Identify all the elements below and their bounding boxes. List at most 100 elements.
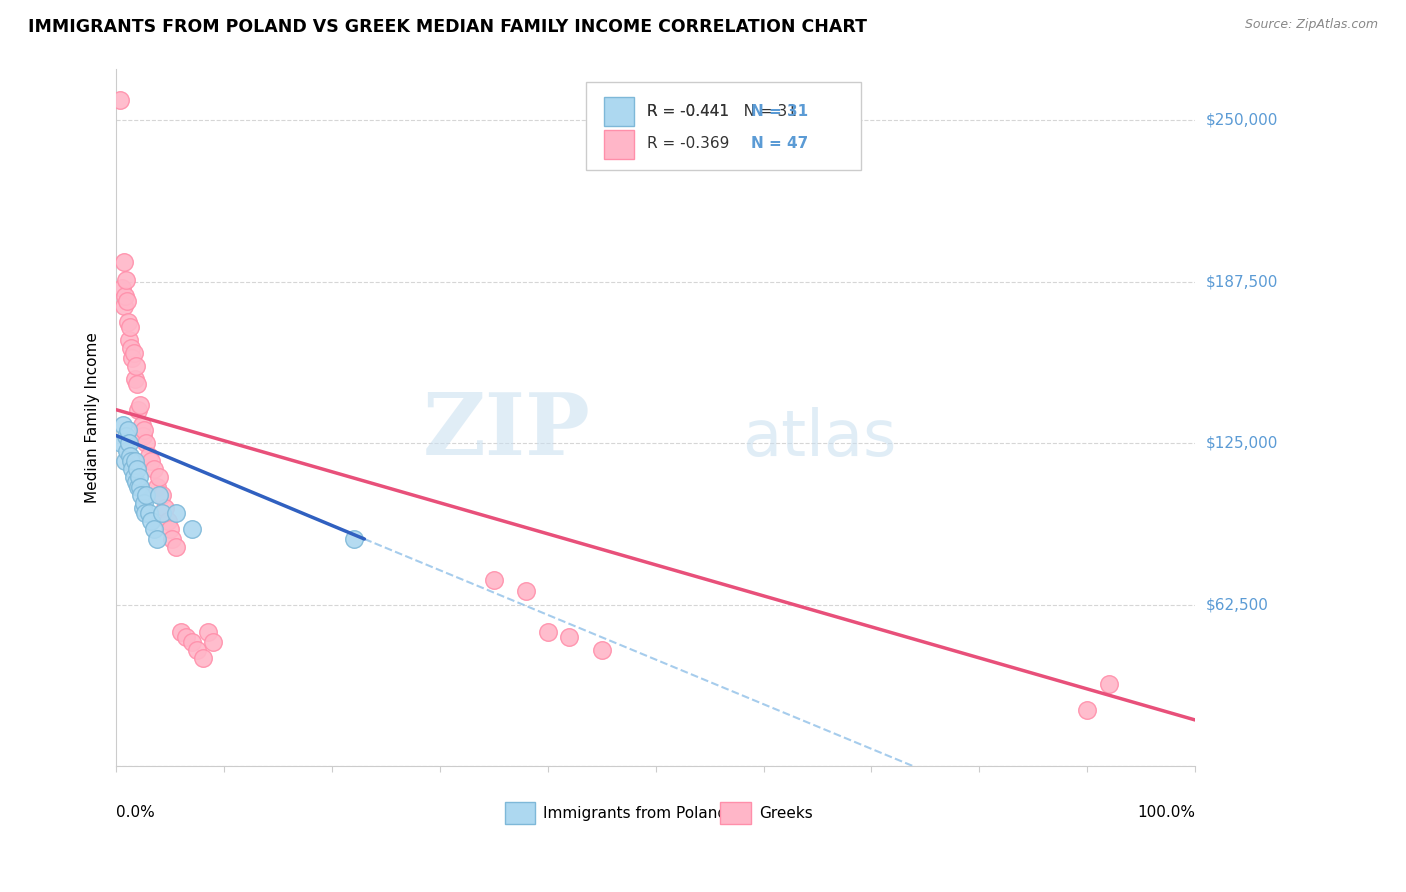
Point bbox=[117, 424, 139, 438]
Point bbox=[202, 635, 225, 649]
Text: R = -0.441   N = 31: R = -0.441 N = 31 bbox=[647, 103, 797, 119]
Point bbox=[148, 488, 170, 502]
Point bbox=[114, 454, 136, 468]
Point bbox=[129, 398, 152, 412]
Point bbox=[112, 255, 135, 269]
Text: $250,000: $250,000 bbox=[1206, 112, 1278, 128]
Point bbox=[146, 480, 169, 494]
FancyBboxPatch shape bbox=[603, 97, 634, 127]
Text: Source: ZipAtlas.com: Source: ZipAtlas.com bbox=[1244, 18, 1378, 31]
Point bbox=[125, 462, 148, 476]
Point bbox=[157, 514, 180, 528]
Point bbox=[120, 320, 142, 334]
Text: ZIP: ZIP bbox=[423, 390, 591, 474]
Text: $125,000: $125,000 bbox=[1206, 436, 1278, 450]
Text: $62,500: $62,500 bbox=[1206, 598, 1270, 613]
Point bbox=[186, 643, 208, 657]
Point bbox=[121, 462, 143, 476]
Point bbox=[132, 428, 155, 442]
Point bbox=[117, 315, 139, 329]
Point bbox=[124, 454, 146, 468]
Point bbox=[127, 480, 149, 494]
Text: IMMIGRANTS FROM POLAND VS GREEK MEDIAN FAMILY INCOME CORRELATION CHART: IMMIGRANTS FROM POLAND VS GREEK MEDIAN F… bbox=[28, 18, 868, 36]
Point bbox=[1098, 677, 1121, 691]
Point bbox=[108, 93, 131, 107]
Point bbox=[118, 333, 141, 347]
FancyBboxPatch shape bbox=[720, 802, 751, 824]
Point bbox=[191, 651, 214, 665]
Point bbox=[138, 506, 160, 520]
Point bbox=[115, 273, 138, 287]
Point bbox=[122, 346, 145, 360]
Point bbox=[115, 428, 138, 442]
Point bbox=[165, 506, 187, 520]
Point bbox=[134, 496, 156, 510]
Point bbox=[115, 294, 138, 309]
Point bbox=[128, 470, 150, 484]
Point bbox=[170, 625, 193, 640]
Point bbox=[143, 522, 166, 536]
Point bbox=[176, 630, 198, 644]
Text: R = -0.369: R = -0.369 bbox=[647, 136, 740, 152]
Point bbox=[342, 532, 364, 546]
Point bbox=[127, 402, 149, 417]
Point bbox=[537, 625, 560, 640]
Point bbox=[125, 359, 148, 373]
Point bbox=[515, 583, 537, 598]
Point bbox=[135, 436, 157, 450]
Point bbox=[591, 643, 613, 657]
Point bbox=[139, 454, 162, 468]
Point bbox=[110, 436, 132, 450]
Point bbox=[122, 470, 145, 484]
Point bbox=[124, 372, 146, 386]
Y-axis label: Median Family Income: Median Family Income bbox=[86, 332, 100, 503]
Point bbox=[143, 462, 166, 476]
Point bbox=[153, 500, 176, 515]
Text: atlas: atlas bbox=[742, 408, 897, 469]
Point bbox=[162, 532, 184, 546]
Text: Greeks: Greeks bbox=[759, 805, 813, 821]
Point bbox=[134, 506, 156, 520]
Point bbox=[120, 341, 142, 355]
Point bbox=[180, 635, 202, 649]
FancyBboxPatch shape bbox=[505, 802, 534, 824]
Point bbox=[135, 488, 157, 502]
Point bbox=[197, 625, 219, 640]
Point bbox=[150, 488, 173, 502]
Point bbox=[129, 488, 152, 502]
Point bbox=[180, 522, 202, 536]
Point bbox=[125, 475, 148, 489]
Text: N = 31: N = 31 bbox=[751, 103, 807, 119]
FancyBboxPatch shape bbox=[603, 130, 634, 160]
Point bbox=[131, 418, 153, 433]
Text: Immigrants from Poland: Immigrants from Poland bbox=[544, 805, 727, 821]
Point bbox=[125, 376, 148, 391]
Point bbox=[132, 500, 155, 515]
Text: N = 47: N = 47 bbox=[751, 136, 808, 152]
Point bbox=[115, 444, 138, 458]
Point bbox=[150, 506, 173, 520]
Point bbox=[558, 630, 581, 644]
Point bbox=[482, 574, 505, 588]
Point bbox=[148, 470, 170, 484]
FancyBboxPatch shape bbox=[585, 82, 860, 169]
Point bbox=[112, 299, 135, 313]
Point bbox=[120, 454, 142, 468]
Point bbox=[159, 522, 181, 536]
Text: 100.0%: 100.0% bbox=[1137, 805, 1195, 820]
Point bbox=[118, 436, 141, 450]
Point bbox=[120, 450, 142, 464]
Point bbox=[146, 532, 169, 546]
Point bbox=[1076, 703, 1098, 717]
Point bbox=[134, 424, 156, 438]
Point bbox=[114, 289, 136, 303]
Text: 0.0%: 0.0% bbox=[117, 805, 155, 820]
Point bbox=[129, 480, 152, 494]
Point bbox=[111, 281, 134, 295]
Point bbox=[138, 450, 160, 464]
Point bbox=[111, 418, 134, 433]
Text: $187,500: $187,500 bbox=[1206, 274, 1278, 289]
Point bbox=[165, 540, 187, 554]
Text: R = -0.441: R = -0.441 bbox=[647, 103, 738, 119]
Point bbox=[139, 514, 162, 528]
